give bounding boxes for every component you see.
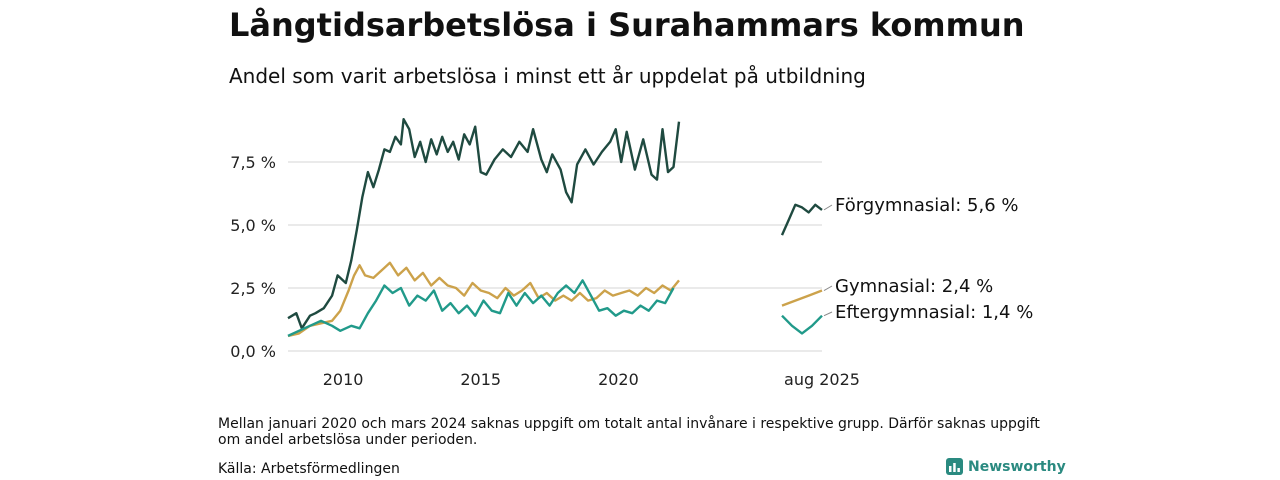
series-line-förgymnasial bbox=[287, 118, 681, 330]
y-tick-label: 5,0 % bbox=[230, 216, 276, 235]
footnote: Mellan januari 2020 och mars 2024 saknas… bbox=[218, 416, 1040, 448]
brand-logo[interactable]: Newsworthy bbox=[946, 458, 1066, 475]
series-end-label: Eftergymnasial: 1,4 % bbox=[835, 302, 1033, 323]
series-tail-förgymnasial bbox=[780, 203, 823, 236]
series-line-eftergymnasial bbox=[287, 279, 675, 337]
series-tail-gymnasial bbox=[781, 289, 823, 307]
x-tick-label: 2015 bbox=[460, 370, 501, 389]
brand-name: Newsworthy bbox=[968, 458, 1066, 475]
y-tick-label: 2,5 % bbox=[230, 279, 276, 298]
label-connector bbox=[823, 204, 833, 211]
x-tick-label: 2020 bbox=[598, 370, 639, 389]
series-tail-eftergymnasial bbox=[781, 314, 823, 335]
series-end-label: Gymnasial: 2,4 % bbox=[835, 276, 993, 297]
chart-subtitle: Andel som varit arbetslösa i minst ett å… bbox=[229, 64, 866, 88]
chart-title: Långtidsarbetslösa i Surahammars kommun bbox=[229, 6, 1025, 44]
bar-chart-icon bbox=[946, 458, 963, 475]
y-tick-label: 0,0 % bbox=[230, 342, 276, 361]
label-connector bbox=[823, 311, 833, 317]
y-tick-label: 7,5 % bbox=[230, 153, 276, 172]
series-line-gymnasial bbox=[287, 261, 680, 338]
x-tick-label: aug 2025 bbox=[784, 370, 860, 389]
series-end-label: Förgymnasial: 5,6 % bbox=[835, 195, 1019, 216]
x-tick-label: 2010 bbox=[323, 370, 364, 389]
source-text: Källa: Arbetsförmedlingen bbox=[218, 461, 400, 477]
label-connector bbox=[823, 285, 833, 291]
